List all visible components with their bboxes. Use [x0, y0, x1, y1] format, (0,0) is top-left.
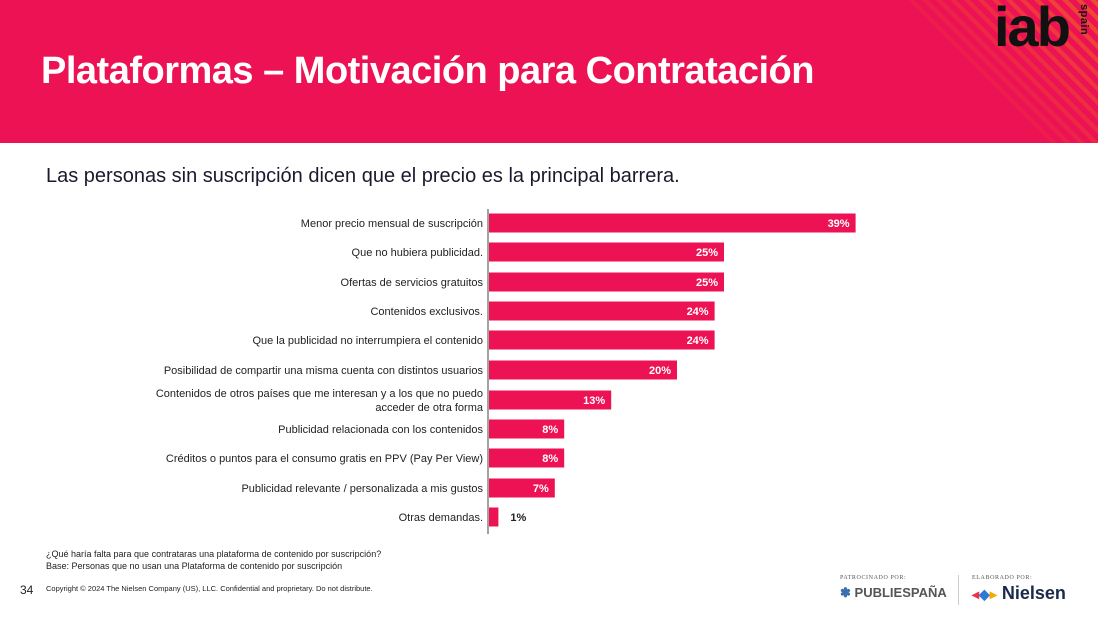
header-stripe [1090, 0, 1098, 8]
made-by-label: ELABORADO POR: [972, 575, 1033, 581]
header-stripe [1062, 0, 1098, 36]
value-label: 13% [583, 395, 605, 407]
bar [489, 448, 565, 468]
header-stripe [922, 0, 1071, 143]
header-stripe [1048, 0, 1098, 50]
bar [489, 272, 724, 292]
nielsen-icon: ◂◆▸ [972, 586, 997, 602]
value-label: 20% [649, 365, 671, 377]
header-stripe [1076, 0, 1098, 22]
header-stripe [1006, 0, 1098, 92]
category-label: Contenidos exclusivos. [370, 306, 483, 318]
category-label: Posibilidad de compartir una misma cuent… [164, 365, 484, 377]
category-label: Publicidad relacionada con los contenido… [278, 424, 483, 436]
value-label: 24% [687, 306, 709, 318]
bar [489, 242, 724, 262]
value-label: 39% [828, 218, 850, 230]
category-label: Menor precio mensual de suscripción [301, 218, 483, 230]
nielsen-logo: ◂◆▸ Nielsen [972, 583, 1066, 604]
header-stripe [936, 0, 1085, 143]
bar [489, 301, 715, 321]
publiespana-text: PUBLIESPAÑA [854, 585, 947, 600]
bar [489, 330, 715, 350]
category-label: Contenidos de otros países que me intere… [156, 388, 484, 414]
value-label: 8% [542, 424, 558, 436]
category-label: Créditos o puntos para el consumo gratis… [166, 453, 483, 465]
category-label: Publicidad relevante / personalizada a m… [241, 483, 483, 495]
category-label: Ofertas de servicios gratuitos [341, 277, 484, 289]
page-title: Plataformas – Motivación para Contrataci… [41, 50, 814, 92]
publiespana-logo: ✽ PUBLIESPAÑA [840, 585, 947, 601]
copyright-notice: Copyright © 2024 The Nielsen Company (US… [46, 584, 373, 593]
header-stripe [992, 0, 1098, 106]
bar [489, 419, 565, 439]
footnote-base: Base: Personas que no usan una Plataform… [46, 561, 343, 571]
slide-subtitle: Las personas sin suscripción dicen que e… [46, 165, 680, 187]
bar [489, 360, 677, 380]
header-stripe [978, 0, 1098, 120]
value-label: 7% [533, 483, 549, 495]
bar [489, 507, 499, 527]
bar [489, 390, 612, 410]
bar [489, 213, 856, 233]
decorative-stripes [908, 0, 1098, 143]
page-number: 34 [20, 583, 34, 597]
publiespana-icon: ✽ [840, 585, 851, 600]
value-label: 25% [696, 247, 718, 259]
category-label: Que la publicidad no interrumpiera el co… [252, 335, 483, 347]
value-label: 1% [510, 512, 526, 524]
header-stripe [908, 0, 1057, 143]
footer-divider [958, 575, 959, 605]
iab-spain-logo: iab spain [994, 0, 1094, 58]
bar [489, 478, 555, 498]
header-stripe [1020, 0, 1098, 78]
value-label: 25% [696, 277, 718, 289]
value-label: 24% [687, 335, 709, 347]
value-label: 8% [542, 453, 558, 465]
logo-sub-text: spain [1078, 4, 1090, 36]
header-stripe [964, 0, 1098, 134]
nielsen-text: Nielsen [1001, 583, 1066, 603]
category-label: Que no hubiera publicidad. [352, 247, 483, 259]
sponsored-by-label: PATROCINADO POR: [840, 575, 907, 581]
category-label: Otras demandas. [399, 512, 483, 524]
header-banner: Plataformas – Motivación para Contrataci… [0, 0, 1098, 143]
logo-main-text: iab [994, 0, 1071, 58]
header-stripe [950, 0, 1098, 143]
footnote-question: ¿Qué haría falta para que contrataras un… [46, 549, 382, 559]
header-stripe [1034, 0, 1098, 65]
